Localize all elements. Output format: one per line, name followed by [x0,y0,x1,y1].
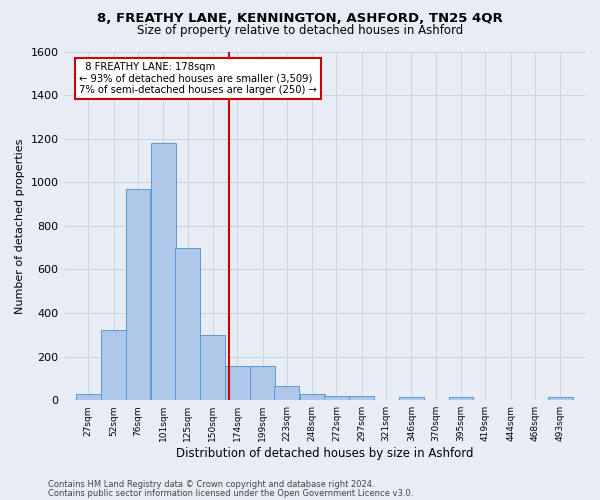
Bar [125,189,151,400]
Bar [225,366,250,400]
Bar [349,396,374,400]
Text: 8 FREATHY LANE: 178sqm
← 93% of detached houses are smaller (3,509)
7% of semi-d: 8 FREATHY LANE: 178sqm ← 93% of detached… [79,62,317,95]
Bar [200,335,225,400]
Text: 8, FREATHY LANE, KENNINGTON, ASHFORD, TN25 4QR: 8, FREATHY LANE, KENNINGTON, ASHFORD, TN… [97,12,503,26]
Bar [175,248,200,400]
Bar [300,394,325,400]
Bar [151,143,176,400]
Bar [250,366,275,400]
Bar [274,386,299,400]
Text: Contains public sector information licensed under the Open Government Licence v3: Contains public sector information licen… [48,489,413,498]
Bar [324,396,349,400]
Bar [449,397,473,400]
Bar [101,330,126,400]
Y-axis label: Number of detached properties: Number of detached properties [15,138,25,314]
Text: Size of property relative to detached houses in Ashford: Size of property relative to detached ho… [137,24,463,37]
X-axis label: Distribution of detached houses by size in Ashford: Distribution of detached houses by size … [176,447,473,460]
Text: Contains HM Land Registry data © Crown copyright and database right 2024.: Contains HM Land Registry data © Crown c… [48,480,374,489]
Bar [399,397,424,400]
Bar [76,394,101,400]
Bar [548,397,572,400]
